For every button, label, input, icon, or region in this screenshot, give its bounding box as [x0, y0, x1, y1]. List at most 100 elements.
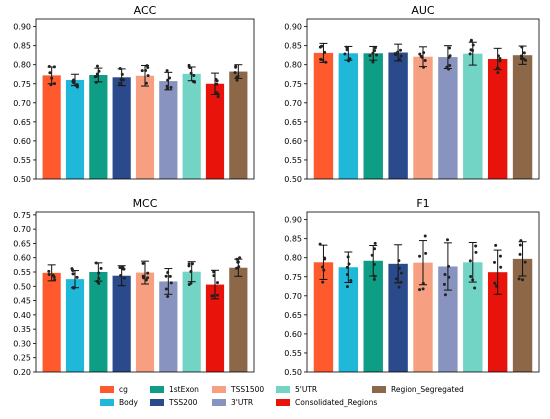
fold-point [146, 74, 150, 78]
bar [338, 267, 359, 372]
y-tick-label: 0.70 [13, 99, 31, 108]
fold-point [53, 82, 57, 86]
legend-label: 5'UTR [295, 385, 317, 394]
y-tick-label: 0.60 [284, 330, 302, 339]
fold-point [443, 273, 447, 277]
fold-point [71, 272, 75, 276]
y-tick-label: 0.90 [13, 23, 31, 32]
fold-point [49, 83, 53, 87]
bar [363, 53, 383, 179]
fold-point [212, 274, 216, 278]
chart-title: ACC [134, 4, 157, 17]
fold-point [189, 71, 193, 75]
legend-item: Body [100, 398, 138, 407]
fold-point [321, 265, 325, 269]
fold-point [235, 257, 239, 261]
bar [159, 281, 178, 372]
bar [205, 284, 225, 372]
fold-point [345, 272, 349, 276]
fold-point [321, 58, 325, 62]
fold-point [190, 262, 194, 266]
bar [65, 79, 85, 179]
fold-point [95, 64, 99, 68]
fold-point [471, 43, 475, 47]
fold-point [494, 284, 498, 288]
fold-point [518, 243, 522, 247]
fold-point [118, 266, 122, 270]
fold-point [169, 281, 173, 285]
fold-point [373, 241, 377, 245]
fold-point [233, 71, 237, 75]
y-tick-label: 0.55 [284, 349, 302, 358]
fold-point [97, 69, 101, 73]
fold-point [95, 72, 99, 76]
fold-point [418, 288, 422, 292]
fold-point [445, 65, 449, 69]
fold-point [166, 78, 170, 82]
legend-label: Consolidated_Regions [295, 398, 377, 407]
fold-point [323, 50, 327, 54]
y-tick-label: 0.45 [13, 297, 31, 306]
fold-point [421, 281, 425, 285]
fold-point [423, 234, 427, 238]
fold-point [324, 60, 328, 64]
y-tick-label: 0.55 [13, 268, 31, 277]
fold-point [498, 254, 502, 258]
fold-point [394, 277, 398, 281]
y-tick-label: 0.50 [13, 175, 31, 184]
fold-point [373, 274, 377, 278]
y-tick-label: 0.75 [13, 80, 31, 89]
bar [338, 53, 359, 179]
fold-point [118, 82, 122, 86]
y-tick-label: 0.90 [284, 23, 302, 32]
fold-point [397, 259, 401, 263]
legend-label: 1stExon [169, 385, 199, 394]
y-tick-label: 0.60 [284, 137, 302, 146]
bar [487, 59, 508, 179]
fold-point [97, 281, 101, 285]
fold-point [471, 278, 475, 282]
fold-point [518, 252, 522, 256]
fold-point [345, 45, 349, 49]
y-tick-label: 0.70 [13, 225, 31, 234]
legend-item: 5'UTR [276, 385, 317, 394]
fold-point [320, 44, 324, 48]
fold-point [94, 80, 98, 84]
bar [65, 279, 85, 372]
fold-point [119, 77, 123, 81]
fold-point [399, 271, 403, 275]
fold-point [50, 76, 54, 80]
fold-point [215, 293, 219, 297]
fold-point [166, 295, 170, 299]
fold-point [48, 71, 52, 75]
fold-point [517, 277, 521, 281]
y-tick-label: 0.55 [13, 156, 31, 165]
fold-point [122, 276, 126, 280]
fold-point [215, 79, 219, 83]
y-tick-label: 0.35 [13, 325, 31, 334]
fold-point [318, 242, 322, 246]
fold-point [447, 55, 451, 59]
bar [182, 271, 201, 372]
y-tick-label: 0.85 [284, 235, 302, 244]
fold-point [474, 250, 478, 254]
fold-point [418, 52, 422, 56]
fold-point [372, 277, 376, 281]
legend-label: Region_Segregated [391, 385, 464, 394]
fold-point [346, 255, 350, 259]
fold-point [235, 266, 239, 270]
fold-point [118, 66, 122, 70]
y-tick-label: 0.65 [13, 118, 31, 127]
fold-point [144, 68, 148, 72]
fold-point [142, 276, 146, 280]
legend-item: TSS200 [150, 398, 198, 407]
chart-title: MCC [133, 197, 158, 210]
fold-point [469, 38, 473, 42]
fold-point [374, 53, 378, 57]
fold-point [372, 262, 376, 266]
fold-point [216, 92, 220, 96]
fold-point [496, 54, 500, 58]
fold-point [396, 50, 400, 54]
fold-point [419, 54, 423, 58]
